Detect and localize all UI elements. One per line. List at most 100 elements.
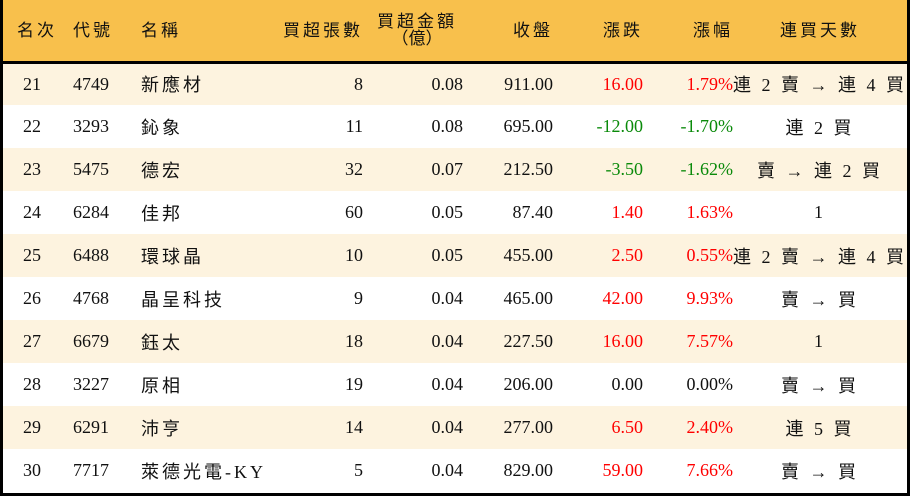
table-row[interactable]: 23 5475 德宏 32 0.07 212.50 -3.50 -1.62% 賣…	[3, 148, 907, 191]
table-row[interactable]: 25 6488 環球晶 10 0.05 455.00 2.50 0.55% 連 …	[3, 234, 907, 277]
cell-code: 7717	[73, 460, 109, 480]
table-row[interactable]: 27 6679 鈺太 18 0.04 227.50 16.00 7.57% 1	[3, 320, 907, 363]
cell-net-buy-amount: 0.04	[431, 417, 464, 437]
cell-net-buy-lots: 10	[345, 245, 363, 265]
cell-code: 6284	[73, 202, 109, 222]
cell-code: 3227	[73, 374, 109, 394]
cell-name[interactable]: 萊德光電-KY	[141, 461, 266, 482]
cell-consecutive-buy-days: 連 5 買	[785, 418, 855, 439]
cell-consecutive-buy-days: 賣 → 買	[781, 289, 859, 310]
cell-change: 42.00	[602, 288, 644, 308]
table-header-row: 名次 代號 名稱 買超張數 買超金額 （億） 收盤 漲跌 漲幅 連買天數	[3, 0, 907, 64]
cell-close: 212.50	[503, 159, 554, 179]
cell-change: 16.00	[602, 331, 644, 351]
cell-net-buy-lots: 32	[345, 159, 363, 179]
cell-code: 5475	[73, 159, 109, 179]
header-net-buy-lots[interactable]: 買超張數	[273, 0, 363, 64]
table-row[interactable]: 30 7717 萊德光電-KY 5 0.04 829.00 59.00 7.66…	[3, 449, 907, 492]
cell-close: 455.00	[503, 245, 554, 265]
cell-change: 59.00	[602, 460, 644, 480]
table-row[interactable]: 22 3293 鈊象 11 0.08 695.00 -12.00 -1.70% …	[3, 105, 907, 148]
table-row[interactable]: 21 4749 新應材 8 0.08 911.00 16.00 1.79% 連 …	[3, 62, 907, 105]
cell-net-buy-amount: 0.05	[431, 245, 464, 265]
cell-change: -12.00	[596, 116, 644, 136]
cell-code: 6488	[73, 245, 109, 265]
table-row[interactable]: 29 6291 沛亨 14 0.04 277.00 6.50 2.40% 連 5…	[3, 406, 907, 449]
header-change[interactable]: 漲跌	[553, 0, 643, 64]
cell-net-buy-lots: 60	[345, 202, 363, 222]
cell-name[interactable]: 鈺太	[141, 332, 183, 353]
cell-change-pct: 7.66%	[686, 460, 734, 480]
cell-rank: 22	[23, 116, 41, 136]
cell-change: 2.50	[611, 245, 644, 265]
cell-net-buy-lots: 11	[345, 116, 363, 136]
cell-net-buy-amount: 0.04	[431, 331, 464, 351]
header-name[interactable]: 名稱	[133, 0, 273, 64]
cell-close: 829.00	[503, 460, 554, 480]
cell-code: 6291	[73, 417, 109, 437]
cell-code: 4749	[73, 73, 109, 94]
cell-close: 227.50	[503, 331, 554, 351]
header-close[interactable]: 收盤	[463, 0, 553, 64]
cell-change-pct: 1.79%	[686, 73, 734, 94]
cell-rank: 26	[23, 288, 41, 308]
header-change-pct[interactable]: 漲幅	[643, 0, 733, 64]
cell-close: 277.00	[503, 417, 554, 437]
cell-net-buy-amount: 0.08	[431, 73, 464, 94]
cell-name[interactable]: 德宏	[141, 160, 183, 181]
cell-consecutive-buy-days: 賣 → 買	[781, 461, 859, 482]
cell-change: 6.50	[611, 417, 644, 437]
cell-name[interactable]: 新應材	[141, 75, 204, 96]
cell-close: 87.40	[512, 202, 554, 222]
cell-name[interactable]: 沛亨	[141, 418, 183, 439]
cell-change-pct: 0.55%	[686, 245, 734, 265]
header-rank[interactable]: 名次	[3, 0, 65, 64]
cell-rank: 24	[23, 202, 41, 222]
cell-consecutive-buy-days: 連 2 賣 → 連 4 買	[733, 75, 907, 96]
cell-consecutive-buy-days: 連 2 賣 → 連 4 買	[733, 246, 907, 267]
table-row[interactable]: 28 3227 原相 19 0.04 206.00 0.00 0.00% 賣 →…	[3, 363, 907, 406]
cell-net-buy-lots: 9	[354, 288, 363, 308]
header-net-buy-amount[interactable]: 買超金額 （億）	[363, 0, 463, 64]
cell-consecutive-buy-days: 1	[814, 331, 826, 351]
cell-name[interactable]: 環球晶	[141, 246, 204, 267]
cell-net-buy-amount: 0.07	[431, 159, 464, 179]
cell-change-pct: 7.57%	[686, 331, 734, 351]
cell-net-buy-amount: 0.08	[431, 116, 464, 136]
cell-rank: 21	[23, 73, 41, 94]
cell-net-buy-lots: 14	[345, 417, 363, 437]
header-code[interactable]: 代號	[65, 0, 133, 64]
cell-name[interactable]: 佳邦	[141, 203, 183, 224]
cell-close: 695.00	[503, 116, 554, 136]
cell-code: 6679	[73, 331, 109, 351]
table-row[interactable]: 24 6284 佳邦 60 0.05 87.40 1.40 1.63% 1	[3, 191, 907, 234]
cell-net-buy-lots: 5	[354, 460, 363, 480]
cell-change-pct: 1.63%	[686, 202, 734, 222]
cell-close: 911.00	[504, 73, 553, 94]
cell-change: 16.00	[602, 73, 644, 94]
cell-net-buy-amount: 0.05	[431, 202, 464, 222]
cell-change: -3.50	[605, 159, 644, 179]
cell-net-buy-amount: 0.04	[431, 374, 464, 394]
cell-consecutive-buy-days: 1	[814, 202, 826, 222]
cell-net-buy-lots: 18	[345, 331, 363, 351]
header-consecutive-buy-days[interactable]: 連買天數	[733, 0, 907, 64]
cell-close: 465.00	[503, 288, 554, 308]
header-net-buy-amount-line1: 買超金額	[377, 12, 457, 32]
cell-rank: 29	[23, 417, 41, 437]
cell-close: 206.00	[503, 374, 554, 394]
cell-code: 4768	[73, 288, 109, 308]
cell-rank: 28	[23, 374, 41, 394]
cell-rank: 30	[23, 460, 41, 480]
cell-name[interactable]: 鈊象	[141, 117, 183, 138]
cell-change-pct: 9.93%	[686, 288, 734, 308]
cell-rank: 27	[23, 331, 41, 351]
table-row[interactable]: 26 4768 晶呈科技 9 0.04 465.00 42.00 9.93% 賣…	[3, 277, 907, 320]
cell-name[interactable]: 原相	[141, 375, 183, 396]
header-net-buy-amount-line2: （億）	[391, 29, 443, 49]
cell-change-pct: -1.62%	[680, 159, 734, 179]
cell-name[interactable]: 晶呈科技	[141, 289, 225, 310]
cell-change-pct: -1.70%	[680, 116, 734, 136]
cell-change: 0.00	[611, 374, 644, 394]
